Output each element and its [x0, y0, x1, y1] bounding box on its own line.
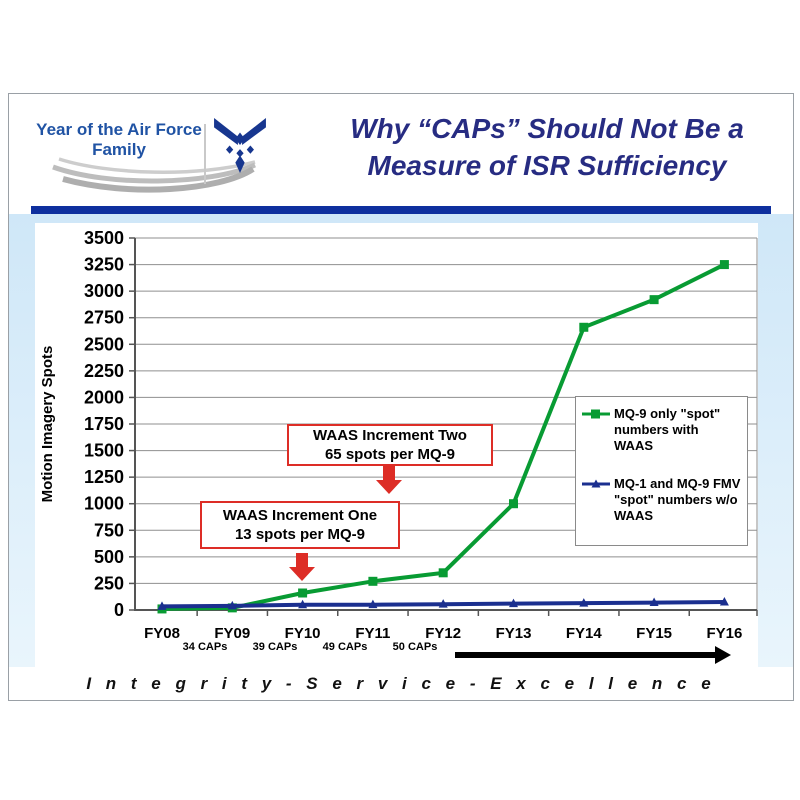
slide-title: Why “CAPs” Should Not Be a Measure of IS… — [309, 110, 785, 184]
svg-text:FY13: FY13 — [496, 625, 532, 642]
annotation-line2: 13 spots per MQ-9 — [234, 526, 366, 543]
svg-text:3000: 3000 — [84, 281, 124, 301]
svg-text:FY15: FY15 — [636, 625, 672, 642]
annotation-waas-increment-two: WAAS Increment Two 65 spots per MQ-9 — [287, 424, 493, 466]
svg-text:1250: 1250 — [84, 467, 124, 487]
svg-text:500: 500 — [94, 547, 124, 567]
svg-text:1500: 1500 — [84, 441, 124, 461]
title-line2: Measure of ISR Sufficiency — [367, 150, 727, 181]
annotation-waas-increment-one: WAAS Increment One 13 spots per MQ-9 — [200, 501, 400, 549]
svg-text:Motion Imagery Spots: Motion Imagery Spots — [39, 346, 56, 503]
legend-entry-mq1-mq9-no-waas: MQ-1 and MQ-9 FMV "spot" numbers w/o WAA… — [582, 476, 741, 524]
header-accent-bar — [31, 206, 771, 214]
legend-marker-icon — [582, 478, 614, 495]
svg-text:3500: 3500 — [84, 228, 124, 248]
logo-line2: Family — [92, 140, 146, 159]
svg-text:0: 0 — [114, 600, 124, 620]
slide: Year of the Air Force Family — [8, 93, 794, 701]
chart-plot-area: 0 250 500 750 1000 1250 1500 1750 2000 2250 2500 27… — [39, 228, 758, 642]
slide-body: 0 250 500 750 1000 1250 1500 1750 2000 2250 2500 27… — [9, 214, 793, 667]
svg-text:2750: 2750 — [84, 308, 124, 328]
legend-entry-mq9-waas: MQ-9 only "spot" numbers with WAAS — [582, 406, 741, 454]
cap-count-label: 49 CAPs — [322, 641, 368, 653]
svg-text:FY08: FY08 — [144, 625, 180, 642]
red-arrow-down-icon — [289, 553, 315, 581]
header-divider — [204, 124, 206, 184]
cap-count-label: 34 CAPs — [182, 641, 228, 653]
svg-text:FY14: FY14 — [566, 625, 603, 642]
legend-label: MQ-1 and MQ-9 FMV "spot" numbers w/o WAA… — [614, 476, 741, 523]
svg-text:FY12: FY12 — [425, 625, 461, 642]
annotation-line1: WAAS Increment Two — [313, 427, 467, 444]
svg-text:FY16: FY16 — [706, 625, 742, 642]
cap-count-label: 50 CAPs — [392, 641, 438, 653]
legend-marker-icon — [582, 408, 614, 425]
swoosh-icon — [49, 156, 264, 205]
cap-count-label: 39 CAPs — [252, 641, 298, 653]
slide-header: Year of the Air Force Family — [9, 94, 793, 206]
logo-line1: Year of the Air Force — [36, 120, 202, 139]
air-force-wings-icon — [214, 118, 266, 179]
legend-label: MQ-9 only "spot" numbers with WAAS — [614, 406, 721, 453]
svg-text:FY09: FY09 — [214, 625, 250, 642]
svg-text:3250: 3250 — [84, 255, 124, 275]
svg-text:750: 750 — [94, 520, 124, 540]
svg-text:1000: 1000 — [84, 494, 124, 514]
annotation-line2: 65 spots per MQ-9 — [324, 446, 456, 463]
air-force-motto: I n t e g r i t y - S e r v i c e - E x … — [86, 673, 716, 693]
title-line1: Why “CAPs” Should Not Be a — [350, 113, 744, 144]
svg-text:250: 250 — [94, 573, 124, 593]
svg-text:FY10: FY10 — [285, 625, 321, 642]
black-timeline-arrow-icon — [455, 652, 717, 658]
motion-imagery-spots-chart: 0 250 500 750 1000 1250 1500 1750 2000 2250 2500 27… — [35, 223, 758, 667]
svg-text:2500: 2500 — [84, 334, 124, 354]
annotation-line1: WAAS Increment One — [222, 507, 378, 524]
svg-text:FY11: FY11 — [355, 625, 390, 642]
svg-text:2000: 2000 — [84, 387, 124, 407]
red-arrow-down-icon — [376, 466, 402, 494]
svg-text:1750: 1750 — [84, 414, 124, 434]
black-timeline-arrowhead-icon — [715, 646, 731, 664]
chart-legend: MQ-9 only "spot" numbers with WAAS MQ-1 … — [575, 396, 748, 546]
slide-footer: I n t e g r i t y - S e r v i c e - E x … — [9, 667, 793, 700]
af-family-logo-text: Year of the Air Force Family — [31, 120, 207, 160]
svg-text:2250: 2250 — [84, 361, 124, 381]
